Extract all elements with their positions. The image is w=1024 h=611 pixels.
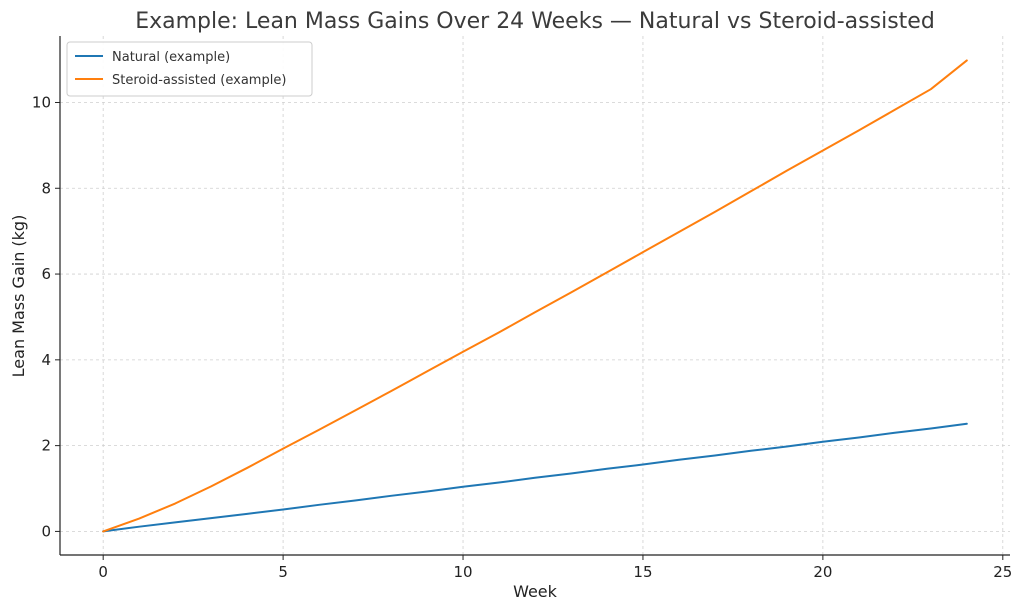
legend-label: Steroid-assisted (example) (112, 73, 286, 88)
x-axis-label: Week (513, 582, 558, 601)
x-tick-label: 10 (453, 563, 472, 581)
y-tick-label: 0 (41, 522, 51, 540)
y-tick-label: 10 (32, 93, 51, 111)
grid (60, 36, 1010, 555)
legend-box (66, 41, 313, 97)
chart-title: Example: Lean Mass Gains Over 24 Weeks —… (135, 9, 935, 34)
series-line-steroid-assisted (102, 59, 968, 533)
legend: Natural (example) Steroid-assisted (examp… (66, 41, 313, 97)
x-tick-label: 20 (813, 563, 832, 581)
axes: 0 5 10 15 20 25 0 2 4 6 8 10 (32, 36, 1012, 581)
x-tick-label: 15 (633, 563, 652, 581)
series-line-natural (102, 422, 968, 533)
x-tick-label: 0 (98, 563, 108, 581)
y-tick-label: 8 (41, 179, 51, 197)
x-tick-label: 5 (278, 563, 288, 581)
y-tick-label: 6 (41, 265, 51, 283)
series-lines (102, 59, 968, 533)
y-tick-label: 2 (41, 437, 51, 455)
y-axis-label: Lean Mass Gain (kg) (9, 215, 28, 378)
y-tick-label: 4 (41, 351, 51, 369)
legend-label: Natural (example) (112, 50, 230, 65)
x-tick-label: 25 (993, 563, 1012, 581)
